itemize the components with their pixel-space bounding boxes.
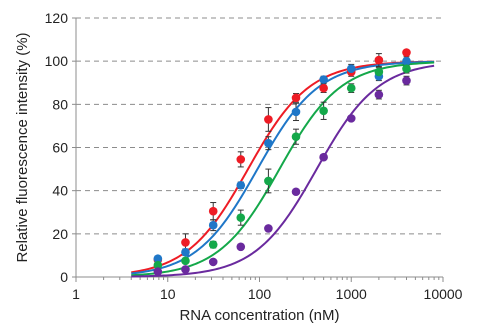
data-point-series-2 (319, 75, 328, 84)
data-point-series-3 (346, 83, 356, 93)
y-axis-title: Relative fluorescence intensity (%) (14, 32, 31, 262)
data-point-series-1 (208, 206, 218, 216)
data-point-series-3 (374, 67, 384, 77)
y-tick-label: 80 (52, 96, 68, 112)
data-point-series-3 (264, 176, 273, 186)
data-point-series-2 (402, 56, 411, 66)
data-point-series-4 (236, 242, 246, 252)
fit-curve-1 (131, 60, 435, 274)
data-point-series-2 (208, 220, 218, 230)
y-tick-label: 100 (45, 53, 69, 69)
data-point-series-1 (374, 55, 384, 65)
data-point-series-1 (402, 48, 411, 57)
y-tick-label: 20 (52, 226, 68, 242)
fit-curves-layer (131, 60, 435, 278)
data-point-series-2 (346, 64, 356, 74)
data-point-series-3 (153, 260, 163, 270)
data-point-series-4 (208, 257, 218, 267)
x-tick-label: 10000 (424, 286, 463, 302)
axes-layer (72, 17, 444, 282)
data-point-series-4 (319, 152, 328, 162)
data-point-series-1 (319, 83, 328, 93)
y-tick-label: 120 (45, 10, 69, 26)
error-bars-layer (154, 49, 410, 274)
x-tick-label: 1000 (336, 286, 367, 302)
data-point-series-3 (291, 132, 301, 142)
data-point-series-4 (264, 224, 273, 233)
data-point-series-2 (181, 247, 190, 257)
data-point-series-3 (181, 256, 190, 266)
y-tick-label: 0 (60, 269, 68, 285)
x-tick-label: 1 (72, 286, 80, 302)
data-point-series-4 (402, 76, 411, 85)
data-point-series-4 (291, 187, 301, 197)
x-tick-label: 100 (248, 286, 272, 302)
data-point-series-2 (291, 107, 301, 117)
data-point-series-4 (153, 267, 163, 276)
data-points-layer (153, 48, 411, 276)
x-axis-title: RNA concentration (nM) (179, 307, 339, 324)
fit-curve-4 (131, 64, 435, 278)
data-point-series-2 (236, 180, 246, 190)
data-point-series-4 (346, 114, 356, 123)
data-point-series-3 (208, 240, 218, 249)
y-tick-label: 40 (52, 183, 68, 199)
data-point-series-3 (319, 106, 328, 116)
data-point-series-3 (402, 64, 411, 74)
data-point-series-1 (236, 155, 246, 164)
data-point-series-1 (181, 238, 190, 247)
data-point-series-4 (181, 265, 190, 274)
y-tick-label: 60 (52, 140, 68, 156)
data-point-series-3 (236, 213, 246, 222)
data-point-series-2 (153, 254, 163, 263)
x-tick-label: 10 (160, 286, 176, 302)
fit-curve-2 (131, 60, 435, 275)
data-point-series-4 (374, 90, 384, 99)
data-point-series-1 (264, 115, 273, 124)
data-point-series-1 (291, 93, 301, 103)
data-point-series-2 (264, 138, 273, 148)
fit-curve-3 (131, 61, 435, 277)
